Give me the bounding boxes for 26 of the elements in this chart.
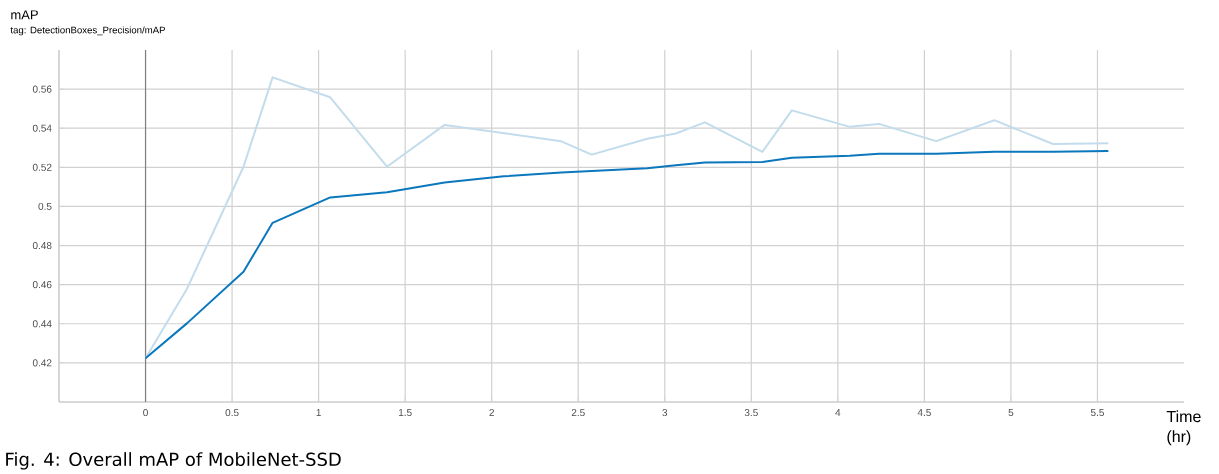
line-series [144, 76, 1110, 360]
y-tick-label: 0.5 [38, 202, 52, 210]
chart-subtitle: tag: DetectionBoxes_Precision/mAP [10, 26, 165, 36]
x-tick-label: 0 [143, 409, 148, 417]
y-tick-label: 0.52 [32, 163, 52, 171]
y-tick-label: 0.44 [32, 320, 52, 328]
x-tick-label: 5 [1008, 409, 1014, 417]
y-tick-label: 0.42 [32, 359, 52, 367]
y-tick-label: 0.54 [32, 124, 52, 132]
line-series [144, 150, 1110, 360]
x-tick-label: 2.5 [571, 409, 585, 417]
y-tick-label: 0.56 [32, 85, 52, 93]
y-tick-label: 0.48 [32, 241, 52, 250]
x-axis-title: Time (hr) [1166, 410, 1201, 446]
x-tick-label: 4 [835, 409, 841, 416]
x-tick-label: 1.5 [398, 409, 412, 417]
x-tick-label: 5.5 [1090, 409, 1104, 417]
x-tick-label: 3.5 [744, 409, 758, 417]
caption: Fig. 4: Overall mAP of MobileNet-SSD [6, 452, 341, 470]
x-tick-label: 0.5 [225, 409, 239, 417]
x-tick-label: 3 [662, 409, 668, 417]
chart-title: mAP [11, 10, 38, 20]
x-tick-label: 2 [489, 409, 494, 417]
x-tick-label: 4.5 [917, 409, 931, 417]
x-tick-label: 1 [316, 409, 321, 416]
y-tick-label: 0.46 [32, 281, 52, 289]
